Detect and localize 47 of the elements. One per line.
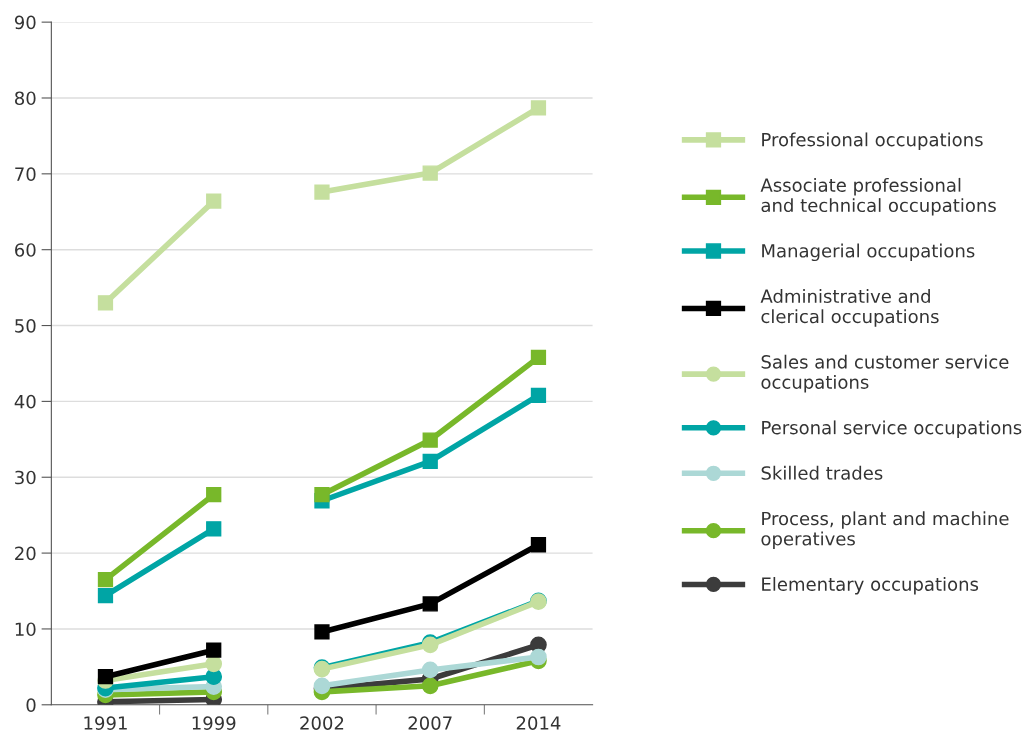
point [422, 432, 438, 448]
x-tick-label: 1999 [192, 716, 236, 730]
legend-label: Sales and customer service occupations [761, 354, 1009, 393]
point [97, 587, 114, 604]
point [530, 648, 547, 666]
legend-label: Elementary occupations [762, 577, 979, 595]
y-tick-label: 40 [14, 394, 36, 409]
point [422, 453, 438, 469]
x-tick-label: 2002 [300, 716, 344, 730]
legend-label: Personal service occupations [762, 420, 1022, 438]
y-tick-label: 10 [15, 622, 36, 637]
point [97, 571, 114, 588]
y-tick-label: 30 [15, 470, 36, 485]
point [97, 295, 114, 311]
y-tick-label: 60 [15, 243, 36, 257]
y-tick-label: 50 [15, 319, 36, 333]
point [206, 642, 222, 658]
point [421, 677, 439, 695]
point [314, 624, 330, 640]
point [314, 487, 330, 503]
legend-label: Administrative and clerical occupations [760, 289, 939, 327]
point [206, 521, 222, 537]
y-tick-label: 0 [26, 698, 36, 712]
x-tick-label: 2014 [516, 716, 561, 730]
y-tick-label: 90 [14, 15, 36, 30]
point [314, 184, 330, 200]
legend-label: Professional occupations [762, 132, 983, 150]
x-tick-label: 2007 [408, 716, 452, 730]
point [530, 349, 547, 366]
x-tick-label: 1991 [84, 716, 127, 730]
point [530, 387, 547, 403]
point [206, 487, 222, 503]
point [206, 193, 222, 209]
legend-label: Managerial occupations [762, 243, 975, 262]
point [422, 165, 438, 181]
point [530, 100, 547, 116]
legend-label: Skilled trades [761, 465, 883, 480]
point [205, 655, 223, 673]
point [421, 661, 439, 679]
point [97, 669, 114, 685]
point [530, 537, 547, 553]
y-tick-label: 20 [15, 546, 36, 561]
legend-label: Process, plant and machine operatives [761, 511, 1009, 550]
y-tick-label: 80 [15, 91, 36, 106]
legend-label: Associate professional and technical occupations [760, 177, 996, 216]
point [422, 596, 438, 612]
y-tick-label: 70 [15, 167, 36, 181]
